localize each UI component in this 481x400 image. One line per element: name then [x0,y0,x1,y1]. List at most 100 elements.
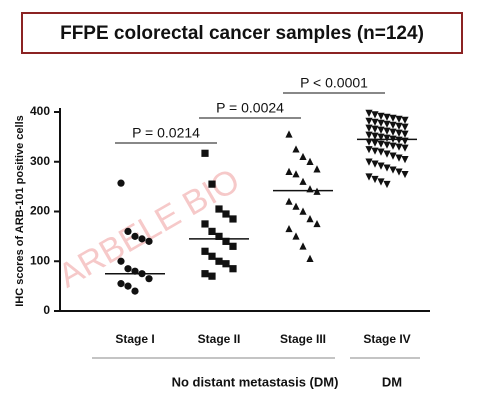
point [389,152,397,160]
x-tick-label: Stage IV [363,332,410,346]
point [377,178,385,186]
p-value: P = 0.0214 [132,125,200,141]
point [365,146,373,154]
p-value: P = 0.0024 [216,100,284,116]
point [208,180,216,188]
y-tick-label: 400 [30,104,50,118]
point [306,254,314,263]
point [299,152,307,161]
point [131,232,139,240]
title-box [21,12,463,54]
point [371,139,379,147]
y-tick-label: 300 [30,154,50,168]
point [389,142,397,150]
point [365,117,373,125]
point [395,154,403,162]
point [401,170,409,179]
point [401,156,409,164]
point [395,168,403,176]
y-tick-label: 0 [43,303,50,317]
group-label: DM [382,374,402,389]
point [292,232,300,240]
point [215,205,223,213]
point [383,134,391,142]
point [138,235,146,243]
point [131,287,139,295]
point [401,144,409,152]
point [201,220,209,228]
point [383,150,391,158]
point [383,164,391,172]
x-tick-label: Stage I [115,332,154,346]
point [145,237,153,245]
point [365,109,373,117]
point [371,125,379,133]
x-tick-label: Stage III [280,332,326,346]
point [377,148,385,156]
point [208,227,216,235]
point [365,138,373,146]
y-tick-label: 200 [30,204,50,218]
point [124,227,132,235]
point [292,145,300,153]
point [201,247,209,255]
point [117,179,125,187]
point [117,280,125,288]
point [377,140,385,148]
point [401,130,409,138]
point [215,257,223,265]
point [222,237,230,245]
point [306,157,314,165]
group-label: No distant metastasis (DM) [172,374,339,389]
point [401,123,409,131]
point [383,180,391,189]
point [292,202,300,210]
point [222,210,230,218]
x-tick-label: Stage II [198,332,241,346]
point [229,265,237,273]
point [389,121,397,129]
point [229,242,237,250]
point [383,141,391,149]
y-axis-label: IHC scores of ARB-101 positive cells [14,115,26,307]
point [401,116,409,124]
point [371,118,379,126]
point [285,224,293,233]
point [124,265,132,273]
point [371,175,379,184]
point [145,275,153,283]
point [395,136,403,144]
point [124,282,132,290]
y-tick-label: 100 [30,253,50,267]
point [201,270,209,278]
point [383,120,391,128]
point [389,166,397,174]
point [395,115,403,123]
chart-title: FFPE colorectal cancer samples (n=124) [60,23,424,44]
point [215,232,223,240]
point [371,132,379,140]
point [365,124,373,132]
point [208,272,216,280]
point [395,129,403,137]
point [117,257,125,265]
point [201,149,209,157]
point [299,242,307,250]
point [299,177,307,185]
point [365,131,373,139]
point [389,114,397,122]
point [389,128,397,136]
point [365,158,373,166]
point [377,112,385,120]
point [383,113,391,121]
point [395,143,403,151]
point [377,126,385,134]
point [285,167,293,175]
point [371,111,379,119]
point [285,197,293,205]
point [229,215,237,223]
point [365,173,373,181]
point [383,127,391,135]
